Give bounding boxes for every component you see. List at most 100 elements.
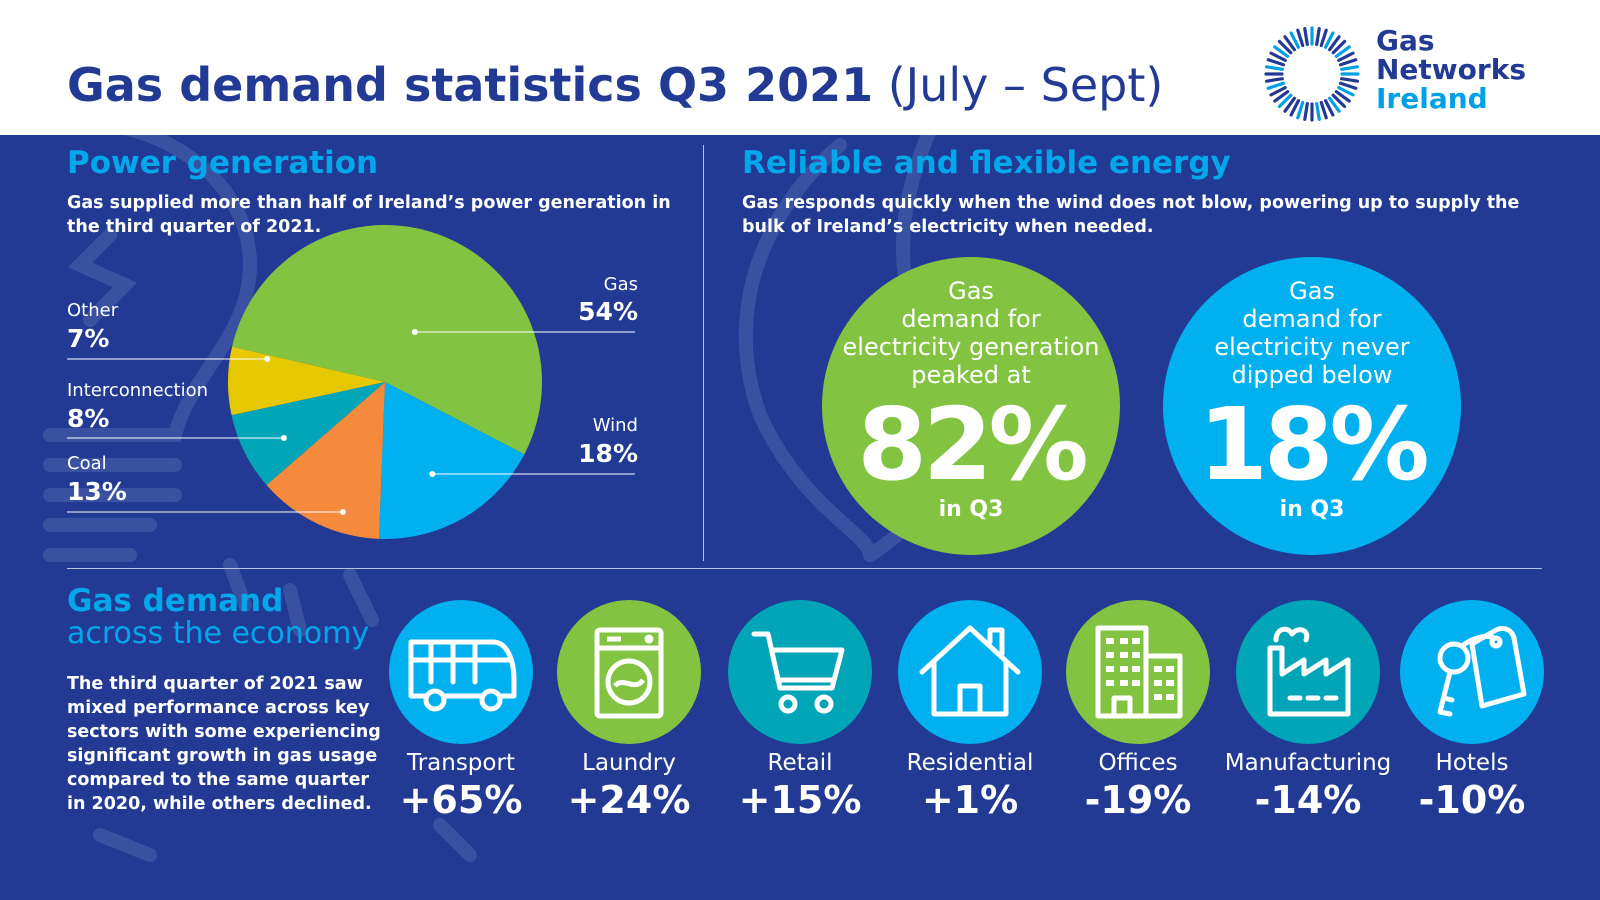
logo-ray (1328, 96, 1341, 113)
logo-ray (1273, 45, 1290, 58)
logo-ray (1319, 100, 1328, 120)
office-buildings-icon (1095, 625, 1183, 719)
logo-ray (1303, 26, 1309, 46)
reliable-energy-text: Gas responds quickly when the wind does … (742, 193, 1520, 237)
pie-label-interconnection: Interconnection (67, 380, 209, 401)
logo-ray (1337, 86, 1355, 97)
caption-line: demand for (1242, 305, 1382, 333)
pie-label-other: Other (67, 300, 119, 321)
manufacturing-icon-circle (1236, 600, 1380, 744)
main-panel: Power generation Gas supplied more than … (0, 135, 1600, 900)
title-main: Gas demand statistics Q3 2021 (67, 58, 874, 112)
sector-value-retail: +15% (738, 778, 862, 822)
pie-slice-coal (266, 382, 385, 539)
caption-line: electricity never (1214, 333, 1410, 361)
retail-icon-circle (728, 600, 872, 744)
logo-ray (1331, 93, 1347, 109)
transport-icon-circle (389, 600, 533, 744)
pie-value-wind: 18% (578, 439, 638, 468)
sector-value-offices: -19% (1084, 778, 1192, 822)
logo-ray (1334, 45, 1351, 58)
logo-ray (1315, 26, 1321, 46)
sector-value-laundry: +24% (567, 778, 691, 822)
peak-demand-period: in Q3 (938, 497, 1004, 522)
pie-slice-gas (232, 225, 542, 455)
laundry-icon-circle (557, 600, 701, 744)
sector-label-manufacturing: Manufacturing (1224, 750, 1392, 776)
logo-ray (1334, 90, 1351, 103)
logo-ray (1277, 39, 1293, 55)
header-bar: Gas demand statistics Q3 2021 (July – Se… (0, 0, 1600, 135)
minimum-demand-circle: Gas demand for electricity never dipped … (1163, 257, 1461, 555)
logo-ray (1289, 99, 1300, 117)
pie-value-other: 7% (67, 324, 110, 353)
house-icon (919, 625, 1021, 717)
logo-ray (1315, 102, 1321, 122)
caption-line: peaked at (911, 361, 1031, 389)
power-generation-text: Gas supplied more than half of Ireland’s… (67, 193, 671, 237)
pie-slice-interconnection (231, 382, 385, 486)
pie-leader-dot (280, 435, 287, 441)
horizontal-divider (67, 568, 1542, 569)
pie-value-coal: 13% (67, 477, 127, 506)
minimum-demand-value: 18% (1198, 386, 1429, 503)
hotel-key-icon (1437, 625, 1527, 717)
pie-label-coal: Coal (67, 453, 107, 474)
logo-ray (1283, 96, 1296, 113)
peak-demand-value: 82% (857, 386, 1088, 503)
logo-ray (1340, 65, 1360, 71)
logo-ray (1264, 65, 1284, 71)
logo-ray (1331, 39, 1347, 55)
washing-machine-icon (594, 627, 664, 719)
pie-slice-other (227, 346, 385, 416)
page-title: Gas demand statistics Q3 2021 (July – Se… (67, 58, 1163, 112)
minimum-demand-period: in Q3 (1279, 497, 1345, 522)
caption-line: electricity generation (842, 333, 1100, 361)
logo-ray (1337, 51, 1355, 62)
logo-line-1: Gas (1376, 24, 1435, 57)
logo-ray (1296, 100, 1305, 120)
gas-networks-ireland-logo-icon (1264, 26, 1360, 122)
sector-label-laundry: Laundry (582, 750, 676, 776)
logo-ray (1273, 90, 1290, 103)
logo-ray (1289, 31, 1300, 49)
logo-ray (1303, 102, 1309, 122)
sector-value-transport: +65% (399, 778, 523, 822)
pie-leader-dot (264, 356, 271, 362)
pie-leader-dot (339, 509, 346, 515)
sector-label-hotels: Hotels (1435, 750, 1509, 776)
pie-label-gas: Gas (603, 274, 638, 295)
bus-icon (408, 639, 517, 712)
logo-ray (1328, 35, 1341, 52)
logo-ray (1266, 58, 1286, 67)
sector-label-offices: Offices (1098, 750, 1178, 776)
logo-ray (1338, 58, 1358, 67)
logo-ray (1324, 99, 1335, 117)
title-period: (July – Sept) (887, 58, 1164, 112)
economy-heading: Gas demand (67, 583, 284, 619)
peak-demand-caption: Gas demand for electricity generation pe… (822, 277, 1120, 389)
logo-ray (1338, 81, 1358, 90)
pie-value-gas: 54% (578, 297, 638, 326)
hotels-icon-circle (1400, 600, 1544, 744)
economy-text: The third quarter of 2021 saw mixed perf… (67, 674, 381, 814)
offices-icon-circle (1066, 600, 1210, 744)
residential-icon-circle (898, 600, 1042, 744)
logo-ray (1319, 28, 1328, 48)
sector-value-hotels: -10% (1418, 778, 1526, 822)
pie-leader-dot (411, 329, 418, 335)
minimum-demand-caption: Gas demand for electricity never dipped … (1163, 277, 1461, 389)
logo-ray (1324, 31, 1335, 49)
power-generation-heading: Power generation (67, 145, 379, 181)
caption-line: Gas (1289, 277, 1335, 305)
logo-line-2: Networks (1376, 53, 1527, 86)
logo-ray (1340, 77, 1360, 83)
caption-line: demand for (901, 305, 1041, 333)
logo-ray (1269, 51, 1287, 62)
pie-value-interconnection: 8% (67, 404, 110, 433)
logo-ray (1266, 81, 1286, 90)
sector-label-retail: Retail (767, 750, 833, 776)
logo-line-3: Ireland (1376, 82, 1488, 115)
peak-demand-circle: Gas demand for electricity generation pe… (822, 257, 1120, 555)
